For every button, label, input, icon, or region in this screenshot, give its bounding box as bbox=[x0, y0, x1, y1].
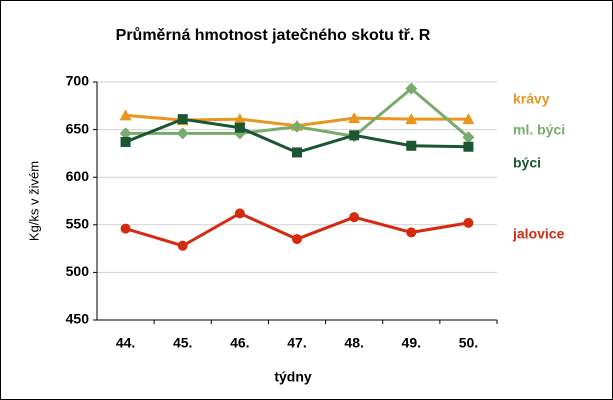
marker bbox=[292, 234, 302, 245]
x-tick-label: 45. bbox=[173, 335, 192, 351]
marker bbox=[462, 131, 475, 144]
marker bbox=[405, 82, 418, 95]
legend-label: jalovice bbox=[512, 226, 565, 242]
x-tick-label: 49. bbox=[402, 335, 421, 351]
marker bbox=[348, 112, 361, 124]
x-tick-label: 50. bbox=[459, 335, 478, 351]
legend-label: ml. býci bbox=[513, 122, 565, 138]
chart-title: Průměrná hmotnost jatečného skotu tř. R bbox=[116, 27, 431, 44]
x-tick-label: 48. bbox=[344, 335, 363, 351]
y-tick-label: 700 bbox=[66, 73, 90, 89]
marker bbox=[463, 141, 474, 152]
marker bbox=[177, 240, 188, 251]
marker bbox=[177, 114, 188, 125]
x-tick-label: 47. bbox=[287, 335, 306, 351]
x-tick-label: 46. bbox=[230, 335, 249, 351]
y-tick-label: 450 bbox=[66, 311, 90, 327]
marker bbox=[462, 113, 475, 125]
marker bbox=[120, 223, 131, 234]
marker bbox=[234, 122, 245, 133]
marker bbox=[291, 120, 303, 133]
y-axis-label: Kg/ks v živém bbox=[26, 161, 41, 241]
x-axis-label: týdny bbox=[274, 369, 312, 385]
y-tick-label: 550 bbox=[66, 216, 90, 232]
x-tick-label: 44. bbox=[116, 335, 135, 351]
marker bbox=[405, 113, 418, 125]
legend-label: býci bbox=[513, 155, 541, 171]
marker bbox=[349, 212, 360, 223]
y-tick-label: 600 bbox=[66, 168, 90, 184]
marker bbox=[406, 140, 417, 151]
marker bbox=[292, 147, 302, 158]
marker bbox=[119, 127, 132, 140]
marker bbox=[406, 227, 417, 238]
marker bbox=[120, 136, 131, 147]
marker bbox=[234, 208, 245, 219]
marker bbox=[463, 217, 474, 228]
y-tick-label: 650 bbox=[66, 120, 90, 136]
legend-label: krávy bbox=[513, 91, 550, 107]
marker bbox=[176, 127, 189, 140]
y-tick-label: 500 bbox=[66, 263, 90, 279]
marker bbox=[233, 113, 246, 125]
marker bbox=[349, 130, 360, 141]
marker bbox=[119, 109, 132, 121]
